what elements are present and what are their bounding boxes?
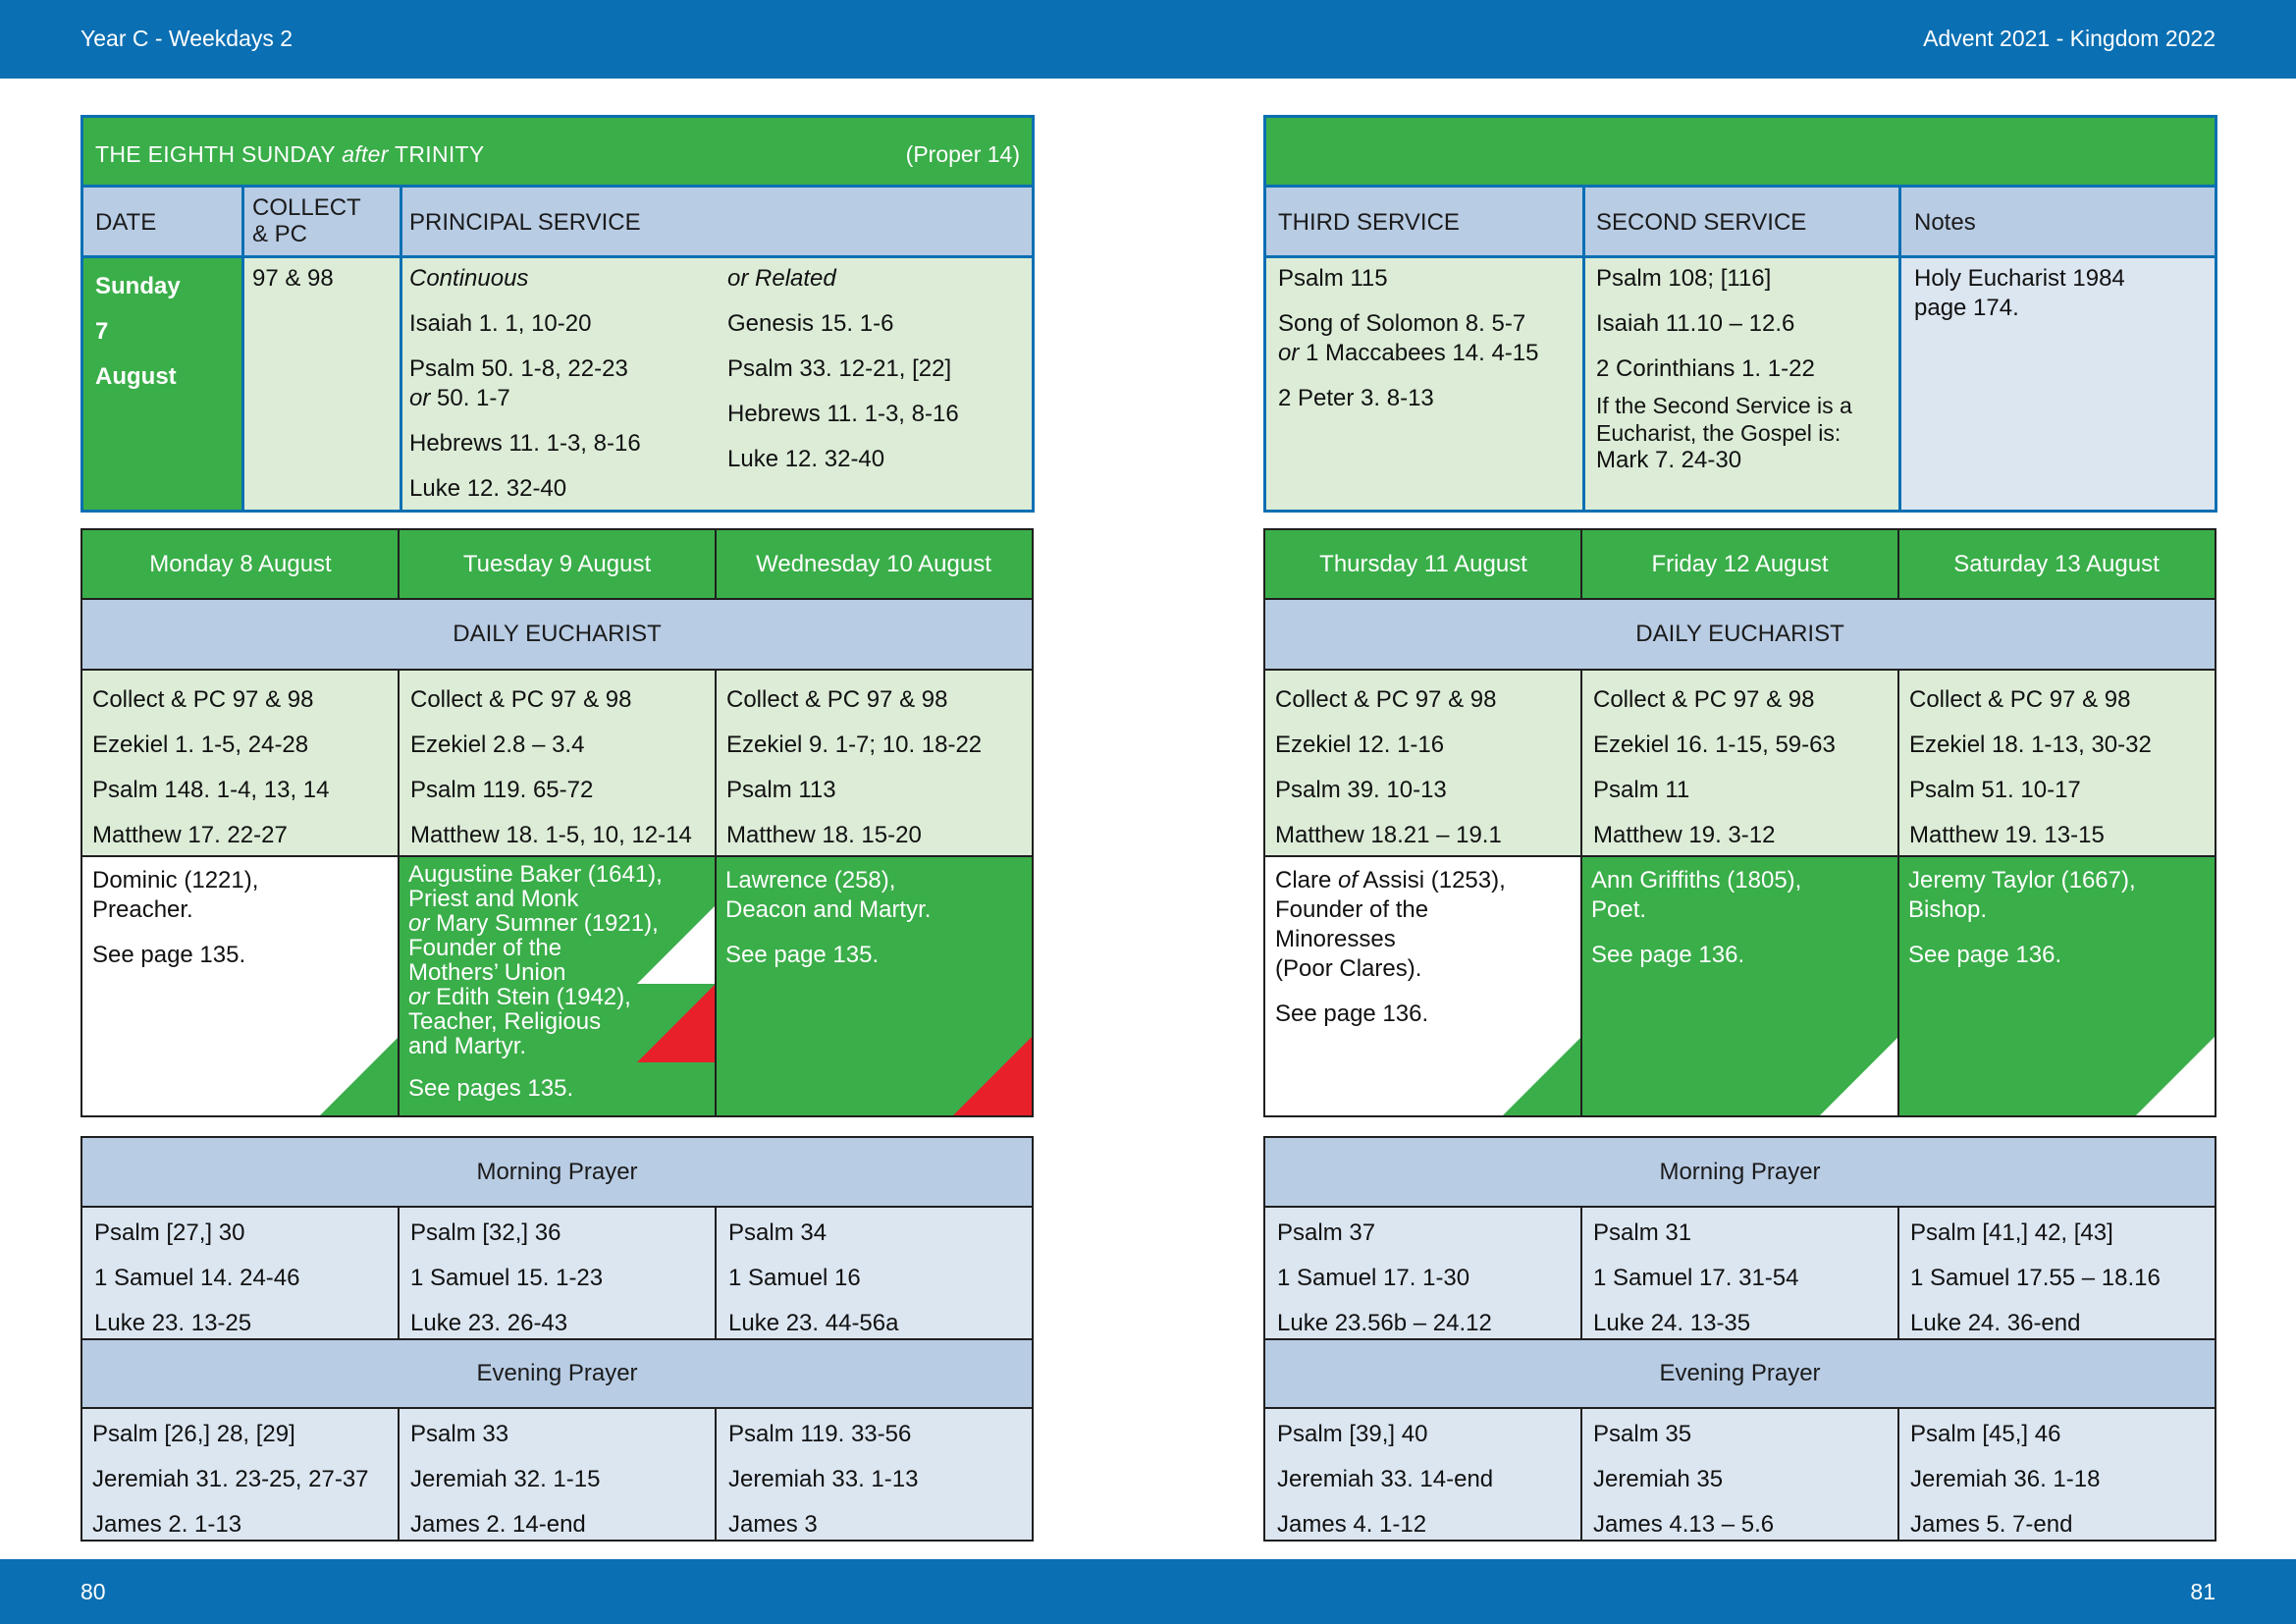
day-header-wednesday: Wednesday 10 August — [716, 530, 1032, 599]
morning-prayer-label: Morning Prayer — [82, 1138, 1032, 1207]
evening-prayer-label-right: Evening Prayer — [1265, 1339, 2215, 1408]
header-right: Advent 2021 - Kingdom 2022 — [1923, 26, 2216, 51]
monday-morning: Psalm [27,] 30 1 Samuel 14. 24-46 Luke 23.… — [94, 1219, 300, 1336]
principal-header: PRINCIPAL SERVICE — [409, 209, 641, 236]
tuesday-morning: Psalm [32,] 36 1 Samuel 15. 1-23 Luke 23. … — [410, 1219, 604, 1336]
right-title-bar — [1266, 118, 2215, 187]
running-header: Year C - Weekdays 2 Advent 2021 - Kingdo… — [0, 0, 2296, 79]
wednesday-evening: Psalm 119. 33-56 Jeremiah 33. 1-13 James 3 — [728, 1421, 919, 1538]
thursday-commemoration: Clare of Assisi (1253), Founder of the M… — [1265, 856, 1581, 1115]
day-header-monday: Monday 8 August — [82, 530, 399, 599]
sunday-title: THE EIGHTH SUNDAY after TRINITY — [95, 141, 485, 167]
tuesday-commemoration: Augustine Baker (1641), Priest and Monk … — [399, 856, 716, 1115]
evening-prayer-row: Psalm [26,] 28, [29] Jeremiah 31. 23-25, … — [82, 1408, 1032, 1540]
sunday-collect: 97 & 98 — [252, 265, 334, 292]
liturgical-colour-white-red-corner — [637, 905, 716, 1062]
day-header-friday: Friday 12 August — [1581, 530, 1898, 599]
saturday-morning: Psalm [41,] 42, [43] 1 Samuel 17.55 – 18.… — [1910, 1219, 2161, 1336]
sunday-principal-table: THE EIGHTH SUNDAY after TRINITY (Proper … — [80, 115, 1035, 513]
page-number-right: 81 — [2190, 1579, 2216, 1604]
sunday-other-services-table: THIRD SERVICE SECOND SERVICE Notes Psalm… — [1263, 115, 2217, 513]
sunday-readings-cell: 97 & 98 Continuous Isaiah 1. 1, 10-20 Ps… — [242, 257, 1032, 510]
daily-eucharist-table-left: Monday 8 August Tuesday 9 August Wednesd… — [80, 528, 1034, 1117]
related-column: or Related Genesis 15. 1-6 Psalm 33. 12-… — [727, 265, 959, 472]
eucharist-readings-row: Collect & PC 97 & 98 Ezekiel 1. 1-5, 24-2… — [82, 670, 1032, 856]
sunday-date-cell: Sunday 7 August — [83, 257, 242, 510]
right-column-headers: THIRD SERVICE SECOND SERVICE Notes — [1266, 187, 2215, 257]
second-service-header: SECOND SERVICE — [1596, 209, 1807, 236]
friday-evening: Psalm 35 Jeremiah 35 James 4.13 – 5.6 — [1593, 1421, 1775, 1538]
liturgical-colour-green-corner — [1503, 1037, 1581, 1115]
saturday-eucharist: Collect & PC 97 & 98 Ezekiel 18. 1-13, 30… — [1909, 686, 2152, 848]
notes-header: Notes — [1914, 209, 1976, 236]
day-header-thursday: Thursday 11 August — [1265, 530, 1581, 599]
office-table-right: Morning Prayer Psalm 37 1 Samuel 17. 1-30… — [1263, 1136, 2216, 1542]
liturgical-colour-white-corner — [1820, 1037, 1898, 1115]
office-table-left: Morning Prayer Psalm [27,] 30 1 Samuel 14… — [80, 1136, 1034, 1542]
page-number-left: 80 — [80, 1579, 106, 1604]
morning-prayer-row-right: Psalm 37 1 Samuel 17. 1-30 Luke 23.56b – 2… — [1265, 1207, 2215, 1339]
thursday-morning: Psalm 37 1 Samuel 17. 1-30 Luke 23.56b – 2… — [1277, 1219, 1492, 1336]
wednesday-commemoration: Lawrence (258), Deacon and Martyr. See pag… — [716, 856, 1032, 1115]
saturday-evening: Psalm [45,] 46 Jeremiah 36. 1-18 James 5. … — [1910, 1421, 2101, 1538]
liturgical-colour-red-corner — [953, 1037, 1032, 1115]
evening-prayer-row-right: Psalm [39,] 40 Jeremiah 33. 14-end James 4… — [1265, 1408, 2215, 1540]
liturgical-colour-green-corner — [320, 1037, 399, 1115]
monday-eucharist: Collect & PC 97 & 98 Ezekiel 1. 1-5, 24-2… — [92, 686, 330, 848]
daily-eucharist-label: DAILY EUCHARIST — [82, 599, 1032, 670]
monday-commemoration: Dominic (1221), Preacher. See page 135. — [82, 856, 399, 1115]
third-service-readings: Psalm 115 Song of Solomon 8. 5-7 or 1 Ma… — [1278, 265, 1539, 411]
sunday-title-bar: THE EIGHTH SUNDAY after TRINITY (Proper … — [83, 118, 1032, 187]
continuous-column: Continuous Isaiah 1. 1, 10-20 Psalm 50. … — [409, 265, 641, 502]
friday-eucharist: Collect & PC 97 & 98 Ezekiel 16. 1-15, 59… — [1593, 686, 1836, 848]
friday-commemoration: Ann Griffiths (1805), Poet. See page 136. — [1581, 856, 1898, 1115]
collect-header: COLLECT & PC — [252, 194, 361, 247]
sunday-column-headers: DATE COLLECT & PC PRINCIPAL SERVICE — [83, 187, 1032, 257]
liturgical-colour-white-corner — [2136, 1037, 2215, 1115]
day-header-saturday: Saturday 13 August — [1898, 530, 2215, 599]
eucharist-readings-row-right: Collect & PC 97 & 98 Ezekiel 12. 1-16 Psal… — [1265, 670, 2215, 856]
monday-evening: Psalm [26,] 28, [29] Jeremiah 31. 23-25, … — [92, 1421, 369, 1538]
day-header-tuesday: Tuesday 9 August — [399, 530, 716, 599]
notes-cell: Holy Eucharist 1984 page 174. — [1899, 257, 2215, 510]
daily-eucharist-table-right: Thursday 11 August Friday 12 August Satu… — [1263, 528, 2216, 1117]
evening-prayer-label: Evening Prayer — [82, 1339, 1032, 1408]
tuesday-eucharist: Collect & PC 97 & 98 Ezekiel 2.8 – 3.4 Psa… — [410, 686, 692, 848]
morning-prayer-row: Psalm [27,] 30 1 Samuel 14. 24-46 Luke 23.… — [82, 1207, 1032, 1339]
tuesday-evening: Psalm 33 Jeremiah 32. 1-15 James 2. 14-end — [410, 1421, 601, 1538]
morning-prayer-label-right: Morning Prayer — [1265, 1138, 2215, 1207]
saturday-commemoration: Jeremy Taylor (1667), Bishop. See page 136… — [1898, 856, 2215, 1115]
friday-morning: Psalm 31 1 Samuel 17. 31-54 Luke 24. 13-35 — [1593, 1219, 1799, 1336]
wednesday-morning: Psalm 34 1 Samuel 16 Luke 23. 44-56a — [728, 1219, 899, 1336]
thursday-eucharist: Collect & PC 97 & 98 Ezekiel 12. 1-16 Psal… — [1275, 686, 1502, 848]
thursday-evening: Psalm [39,] 40 Jeremiah 33. 14-end James 4… — [1277, 1421, 1494, 1538]
second-service-readings: Psalm 108; [116] Isaiah 11.10 – 12.6 2 C… — [1596, 265, 1852, 473]
header-left: Year C - Weekdays 2 — [80, 26, 294, 51]
daily-eucharist-label-right: DAILY EUCHARIST — [1265, 599, 2215, 670]
third-service-header: THIRD SERVICE — [1278, 209, 1460, 236]
date-header: DATE — [95, 209, 157, 236]
running-footer: 80 81 — [0, 1559, 2296, 1624]
wednesday-eucharist: Collect & PC 97 & 98 Ezekiel 9. 1-7; 10. … — [726, 686, 983, 848]
proper-label: (Proper 14) — [905, 141, 1020, 167]
